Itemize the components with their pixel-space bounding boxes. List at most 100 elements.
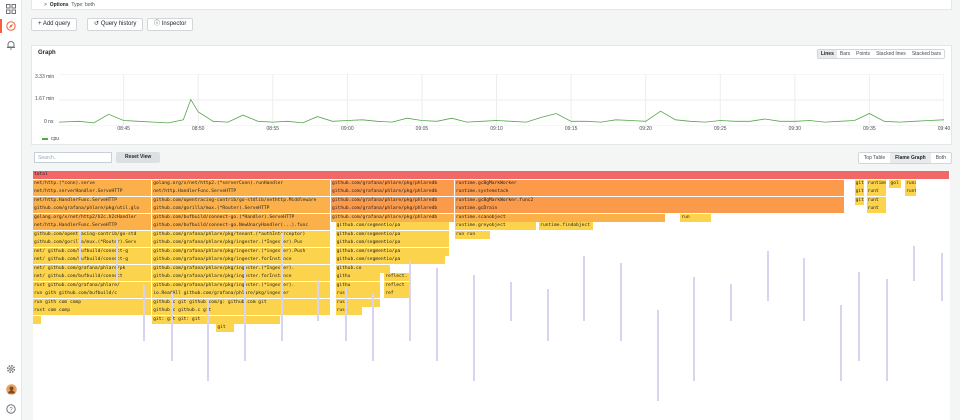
flame-frame[interactable]: runtime.findobject [539,222,595,230]
flame-frame[interactable]: net/http.serverHandler.ServeHTTP [33,188,153,196]
flame-frame[interactable]: golang.org/x/net/http2.(*serverConn).run… [152,179,332,188]
flame-frame[interactable]: github.com/grafana/phlare/pkg/ingester.f… [152,256,332,264]
add-query-button[interactable]: + Add query [31,18,78,31]
flame-frame[interactable]: reflect [384,281,412,290]
view-top-table[interactable]: Top Table [863,155,886,161]
flame-frame[interactable]: github.com/grafana/phlare/pkg/phlaredb [331,179,455,188]
settings-icon[interactable] [5,364,17,376]
flame-frame[interactable]: github.com/grafana/phlare/pkg/phlaredb [331,213,455,222]
x-tick-label: 09:40 [937,126,951,132]
flame-frame[interactable]: github.com/segmentio/pa [335,256,446,264]
flame-frame[interactable]: github.com/grafana/phlare/pkg/ingester.(… [152,239,332,247]
view-both[interactable]: Both [935,155,946,161]
flame-frame[interactable]: run run [454,230,492,239]
mode-stacked-lines[interactable]: Stacked lines [876,51,906,57]
flame-frame[interactable]: net/http.(*conn).serve [33,179,153,188]
explore-icon[interactable] [5,21,17,33]
flame-frame[interactable]: github.com/grafana/phlare/pkg/phlaredb [331,188,455,196]
flame-frame[interactable]: git [854,196,865,205]
flame-frame[interactable]: rust [335,298,382,307]
reset-view-button[interactable]: Reset View [116,152,161,163]
flame-frame[interactable]: git [854,179,865,188]
flame-frame[interactable]: runt [866,188,887,196]
flame-frame[interactable]: runtime.gcBgMarkWorker [454,179,845,188]
flame-frame[interactable]: github.com/gorilla/mux.(*Router).Serv [33,239,153,247]
flame-frame[interactable]: total [33,171,950,179]
flame-frame[interactable]: runa [905,179,917,188]
avatar[interactable] [5,384,17,396]
flame-frame[interactable]: github.com/segmentio/pa [335,230,451,239]
flame-frame[interactable]: runt [866,205,887,213]
flame-frame[interactable]: run [680,213,713,222]
grid-icon[interactable] [5,4,17,16]
flame-frame[interactable]: net/http.HandlerFunc.ServeHTTP [33,222,153,230]
flame-frame[interactable]: runtime [866,179,887,188]
mode-points[interactable]: Points [856,51,871,57]
flame-frame[interactable]: github.com/grafana/phlare/pkg/ingester.f… [152,273,332,281]
flame-frame[interactable]: githu [335,281,382,290]
flame-frame[interactable]: rust [335,307,364,315]
flame-frame[interactable]: github.com/grafana/phlare/pkg/ingester.(… [152,281,332,290]
flame-frame[interactable]: runt [866,196,887,205]
flame-frame[interactable]: github.com/bufbuild/connect-go.(*Handler… [152,213,332,222]
alerts-icon[interactable] [5,40,17,52]
cpu-line-chart[interactable] [59,74,944,126]
flame-frame[interactable]: net/ github.com/bufbuild/connect-g [33,256,153,264]
graph-panel: Graph Lines Bars Points Stacked lines Stacke… [31,45,952,145]
mode-stacked-bars[interactable]: Stacked bars [911,51,941,57]
view-flame-graph[interactable]: Flame Graph [890,153,931,163]
flame-frame[interactable]: github.com/segmentio/pa [335,239,451,247]
inspector-button[interactable]: ⓘ Inspector [147,18,194,31]
flame-frame[interactable]: net/ github.com/bufbuild/connect-g [33,247,153,256]
flame-frame[interactable]: gol [889,179,903,188]
flame-frame[interactable]: rust [335,290,382,298]
flame-frame[interactable] [33,315,43,324]
flame-frame[interactable]: github.com/grafana/phlare/pkg/ingester.(… [152,264,332,273]
flame-frame[interactable]: net/http.HandlerFunc.ServeHTTP [33,196,153,205]
flame-frame[interactable]: github.com/grafana/phlare/pkg/ingester.(… [152,247,332,256]
flame-frame[interactable]: github.com/segmentio/pa [335,247,451,256]
flame-frame[interactable]: github.com/grafana/phlare/pkg/tenant.(*a… [152,230,332,239]
flame-frame[interactable]: git [854,188,865,196]
flame-frame[interactable]: runtime.gcBgMarkWorker.func2 [454,196,845,205]
mode-lines[interactable]: Lines [817,50,837,58]
flame-frame[interactable]: runtime.systemstack [454,188,845,196]
help-icon[interactable]: ? [5,404,17,416]
flame-frame[interactable]: github.com/opentracing-contrib/go-stdlib… [152,196,332,205]
flame-frame[interactable]: run gith github.com/bufbuild/c [33,290,153,298]
flame-frame[interactable]: github.c github.c git [152,307,332,315]
flame-frame[interactable]: runtime.greyobject [454,222,538,230]
series-line-cpu[interactable] [59,98,944,124]
flame-frame[interactable]: github.com/segmentio/pa [335,222,451,230]
flame-graph[interactable]: total net/http.(*conn).serve golang.org/x/… [33,171,950,420]
flame-frame[interactable]: ref [384,290,412,298]
flame-frame[interactable]: git [216,324,235,332]
flame-frame[interactable]: github.com/gorilla/mux.(*Router).ServeHT… [152,205,332,213]
flame-frame[interactable]: rust com comp [33,307,153,315]
flame-frame[interactable]: runtime.scanobject [454,213,666,222]
flame-frame[interactable]: github.com/grafana/phlare/pkg/phlaredb [331,196,455,205]
flame-frame[interactable]: reflect. [384,273,412,281]
flame-frame[interactable]: git: git git: git [152,315,281,324]
flame-frame[interactable]: golang.org/x/net/http2/h2c.h2cHandler [33,213,153,222]
flame-frame[interactable]: io.ReadAll github.com/grafana/phlare/pkg… [152,290,332,298]
query-history-button[interactable]: ↺ Query history [87,18,144,31]
flame-frame[interactable]: github.com/grafana/phlare/pkg/util.glo [33,205,153,213]
flame-frame[interactable]: github.com/opentracing-contrib/go-std [33,230,153,239]
flame-frame[interactable]: githu [335,273,382,281]
flame-frame[interactable]: runtime.gcDrain [454,205,845,213]
flame-frame[interactable]: rust github.com/grafana/phlare/ [33,281,153,290]
mode-bars[interactable]: Bars [839,51,851,57]
query-options[interactable]: > Options Type: both [31,0,952,10]
legend[interactable]: cpu [42,136,59,142]
flame-frame[interactable]: github.com/bufbuild/connect-go.NewUnaryH… [152,222,332,230]
flame-search-input[interactable]: Search.. [34,152,112,163]
flame-frame[interactable]: run gith com comp [33,298,153,307]
flame-frame[interactable]: github.c git github.com/g: github.com gi… [152,298,332,307]
flame-frame[interactable]: net/ github.com/grafana/phlare/pk [33,264,153,273]
flame-frame[interactable]: runt [905,188,917,196]
flame-frame[interactable]: net/http.HandlerFunc.ServeHTTP [152,188,332,196]
flame-frame[interactable]: github.co [335,264,391,273]
flame-frame[interactable]: net/ github.com/bufbuild/connect [33,273,153,281]
flame-frame[interactable]: github.com/grafana/phlare/pkg/phlaredb [331,205,455,213]
